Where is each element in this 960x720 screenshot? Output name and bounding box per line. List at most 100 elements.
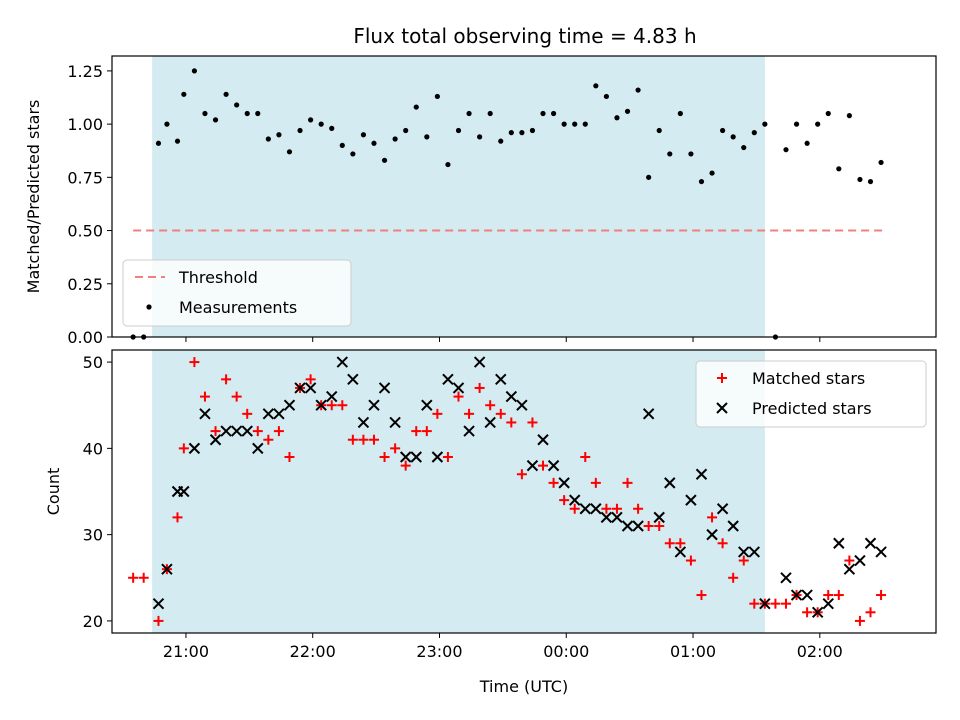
predicted-star-point: [695, 468, 708, 480]
y-tick-label: 40: [83, 439, 103, 458]
predicted-star-point-b: [875, 546, 887, 558]
predicted-star-point: [664, 477, 676, 489]
matched-star-point: [326, 400, 337, 411]
measurement-point: [793, 121, 800, 127]
predicted-star-point-b: [161, 563, 173, 575]
matched-star-point: [675, 538, 686, 549]
measurement-point: [223, 91, 229, 97]
predicted-star-point-b: [452, 382, 465, 394]
predicted-star-point-b: [716, 503, 729, 515]
predicted-star-point: [759, 597, 771, 610]
measurement-point: [730, 134, 736, 140]
predicted-star-point: [706, 528, 718, 541]
predicted-star-point-b: [811, 606, 824, 618]
predicted-star-point-b: [833, 537, 845, 549]
predicted-star-point-b: [431, 451, 444, 463]
measurement-point: [572, 121, 578, 127]
matched-star-point: [516, 469, 527, 480]
measurement-point: [286, 149, 293, 155]
matched-star-point: [770, 598, 781, 609]
predicted-star-point: [822, 597, 834, 610]
matched-star-point: [379, 451, 390, 462]
matched-star-point: [823, 590, 834, 601]
bottom-legend: Matched stars Predicted stars: [695, 360, 927, 428]
predicted-star-point-b: [569, 494, 581, 506]
predicted-star-point-b: [780, 572, 792, 584]
predicted-star-point-b: [526, 459, 539, 472]
predicted-star-point: [864, 537, 877, 549]
predicted-star-point-b: [801, 589, 813, 601]
predicted-star-point: [790, 589, 803, 601]
x-tick-label: 00:00: [543, 642, 589, 661]
predicted-star-point: [600, 511, 613, 524]
matched-star-point: [559, 495, 570, 506]
matched-star-point: [749, 598, 760, 609]
x-axis-label: Time (UTC): [479, 677, 568, 696]
legend-box: [122, 259, 352, 327]
predicted-star-point-b: [558, 477, 570, 489]
top-axes-frame: [111, 55, 937, 338]
matched-star-point: [400, 460, 411, 471]
measurements-series: [130, 68, 884, 340]
predicted-star-point: [220, 425, 232, 437]
measurement-point: [403, 127, 409, 134]
measurement-point: [265, 136, 271, 142]
predicted-star-point: [558, 477, 570, 489]
top-x-ticks: [185, 337, 821, 342]
predicted-star-point-b: [642, 408, 655, 420]
predicted-star-point-b: [706, 528, 718, 541]
predicted-star-point-b: [695, 468, 708, 480]
matched-star-point: [138, 572, 149, 583]
y-tick-label: 0.75: [67, 168, 103, 187]
predicted-star-point-b: [252, 442, 264, 455]
matched-star-point: [580, 451, 591, 462]
predicted-star-point: [843, 563, 856, 575]
predicted-star-point-b: [209, 434, 222, 446]
predicted-star-point: [811, 606, 824, 618]
predicted-star-point: [357, 416, 370, 429]
measurement-point: [741, 144, 747, 151]
predicted-star-point: [547, 459, 560, 472]
legend-predicted-swatch-b: [716, 402, 728, 414]
predicted-star-point-b: [357, 416, 370, 429]
matched-star-point: [865, 607, 876, 618]
predicted-star-point: [738, 546, 750, 558]
predicted-star-point: [685, 494, 697, 506]
matched-star-point: [633, 503, 644, 514]
predicted-star-point: [347, 373, 359, 386]
measurement-point: [308, 117, 314, 123]
predicted-star-point: [389, 416, 401, 429]
predicted-star-point: [368, 399, 380, 411]
measurement-point: [698, 178, 705, 185]
predicted-star-point-b: [790, 589, 803, 601]
top-y-ticks: 0.00 0.25 0.50 0.75 1.00 1.25: [67, 62, 112, 347]
measurement-point: [360, 132, 367, 138]
predicted-star-point-b: [220, 425, 232, 437]
predicted-star-point: [378, 382, 391, 394]
predicted-star-point-b: [368, 399, 380, 411]
x-tick-label: 01:00: [670, 642, 716, 661]
predicted-star-point-b: [632, 520, 644, 532]
matched-star-point: [569, 503, 580, 514]
predicted-star-point-b: [199, 408, 211, 420]
measurement-point: [155, 140, 162, 146]
measurement-point: [635, 87, 641, 93]
predicted-star-point-b: [188, 442, 201, 455]
predicted-stars-series: [152, 356, 887, 618]
measurement-point: [582, 121, 588, 127]
y-tick-label: 0.50: [67, 222, 103, 241]
chart-title: Flux total observing time = 4.83 h: [353, 24, 696, 48]
measurement-point: [477, 134, 483, 140]
matched-star-point: [305, 374, 316, 385]
measurement-point: [825, 110, 831, 117]
legend-label: Matched stars: [752, 369, 865, 388]
matched-star-point: [273, 426, 284, 437]
predicted-star-point: [230, 425, 243, 437]
measurement-point: [350, 151, 356, 157]
matched-star-point: [844, 555, 855, 566]
predicted-star-point: [294, 382, 306, 394]
x-tick-label: 23:00: [416, 642, 462, 661]
predicted-star-point-b: [653, 511, 665, 524]
predicted-star-point: [431, 451, 444, 463]
predicted-star-point-b: [674, 546, 687, 558]
